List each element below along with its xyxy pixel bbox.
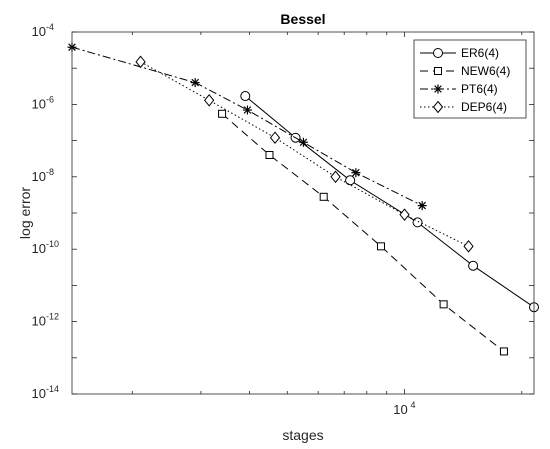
- data-point: [376, 242, 385, 251]
- data-point: [242, 105, 252, 115]
- y-tick-exponent: -14: [46, 384, 59, 394]
- legend-marker: [433, 48, 443, 58]
- y-tick-label: 10: [32, 241, 46, 256]
- x-axis-label: stages: [282, 427, 323, 443]
- legend-entry: ER6(4): [420, 46, 499, 60]
- data-point: [319, 192, 328, 201]
- data-point: [417, 201, 427, 211]
- y-tick-label: 10: [32, 96, 46, 111]
- y-tick-exponent: -10: [46, 239, 59, 249]
- y-tick-exponent: -12: [46, 312, 59, 322]
- legend-marker: [434, 67, 442, 75]
- data-point: [240, 91, 251, 102]
- series-line: [221, 113, 505, 352]
- data-point: [298, 137, 308, 147]
- legend-marker: [432, 100, 444, 114]
- plot-frame: [71, 31, 535, 395]
- data-point: [190, 78, 200, 88]
- y-tick-exponent: -4: [46, 22, 54, 32]
- data-point: [135, 55, 146, 69]
- y-axis-label: log error: [17, 187, 33, 239]
- y-tick-label: 10: [32, 169, 46, 184]
- data-point: [330, 170, 341, 184]
- series-line: [244, 95, 535, 308]
- legend-entry: NEW6(4): [420, 64, 510, 78]
- data-point: [204, 93, 215, 107]
- data-point: [345, 175, 356, 186]
- data-point: [463, 240, 474, 253]
- y-tick-exponent: -8: [46, 167, 54, 177]
- legend: ER6(4) NEW6(4) PT6(4) DEP6(4): [413, 39, 527, 119]
- data-point: [351, 168, 361, 178]
- series-layer: [67, 42, 539, 356]
- x-tick-label: 10: [393, 402, 407, 417]
- legend-label: PT6(4): [461, 82, 498, 96]
- series-diamond: [135, 55, 474, 253]
- data-point: [399, 208, 410, 221]
- legend-label: ER6(4): [461, 46, 499, 60]
- data-point: [468, 260, 479, 271]
- data-point: [499, 347, 508, 356]
- legend-marker: [433, 84, 443, 94]
- y-tick-exponent: -6: [46, 94, 54, 104]
- y-tick-label: 10: [32, 386, 46, 401]
- legend-entry: PT6(4): [420, 82, 498, 96]
- x-tick-labels: 10 4: [393, 400, 415, 417]
- legend-label: DEP6(4): [461, 100, 507, 114]
- data-point: [439, 300, 448, 309]
- data-point: [218, 109, 227, 118]
- series-line: [140, 61, 469, 247]
- chart-title: Bessel: [280, 11, 325, 27]
- series-line: [71, 46, 423, 207]
- data-point: [269, 131, 281, 145]
- x-tick-exponent: 4: [411, 400, 416, 410]
- legend-label: NEW6(4): [461, 64, 510, 78]
- y-tick-label: 10: [32, 314, 46, 329]
- y-tick-label: 10: [32, 24, 46, 39]
- data-point: [265, 151, 274, 160]
- legend-entry: DEP6(4): [420, 100, 507, 114]
- series-square: [218, 109, 508, 356]
